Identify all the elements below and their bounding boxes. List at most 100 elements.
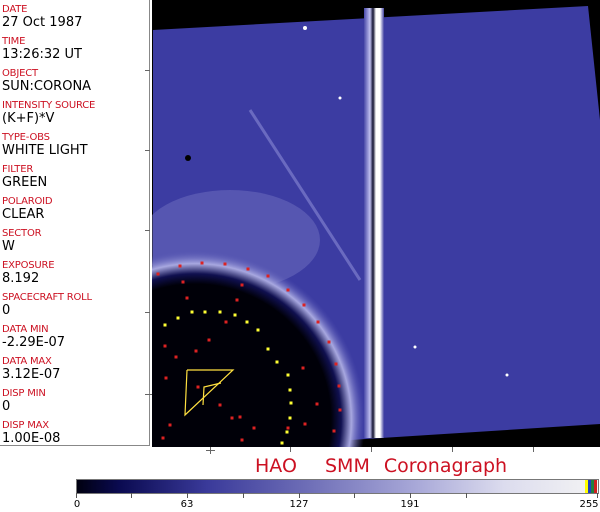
info-field-polaroid: POLAROID CLEAR [2,196,53,222]
colorbar-stripe-blue [588,480,591,493]
axis-tick [206,450,215,451]
marker-dot [230,416,234,420]
colorbar-tick [76,493,77,498]
marker-dot [176,316,180,320]
colorbar-tick [243,493,244,498]
marker-dot [174,355,178,359]
axis-tick [145,394,152,395]
marker-dot [338,408,342,412]
field-label: TYPE-OBS [2,132,50,143]
colorbar-tick [597,493,598,498]
colorbar-stripe-yellow [585,480,588,493]
marker-dot [288,388,292,392]
colorbar-tick [466,493,467,498]
info-field-disp-max: DISP MAX 1.00E-08 [2,420,60,446]
field-value: (K+F)*V [2,111,55,126]
white-star [505,373,509,377]
coronagraph-image [152,0,600,447]
marker-dot [235,298,239,302]
field-label: DATA MIN [2,324,49,335]
marker-dot [332,429,336,433]
field-value: 0 [2,303,11,318]
colorbar-label-127: 127 [289,499,309,510]
field-label: INTENSITY SOURCE [2,100,96,111]
marker-dot [240,438,244,442]
axis-tick [452,447,453,452]
marker-dot [252,426,256,430]
axis-tick [145,312,150,313]
colorbar-label-255: 255 [579,499,599,510]
marker-dot [200,261,204,265]
axis-tick [145,150,150,151]
field-label: EXPOSURE [2,260,55,271]
white-star [303,26,307,30]
marker-dot [286,373,290,377]
colorbar-label-191: 191 [400,499,420,510]
field-value: W [2,239,15,254]
marker-dot [203,310,207,314]
marker-dot [315,402,319,406]
marker-dot [196,385,200,389]
pylon-streak [364,8,384,438]
info-field-object: OBJECT SUN:CORONA [2,68,91,94]
marker-dot [256,328,260,332]
colorbar-tick [354,493,355,498]
marker-dot [245,320,249,324]
field-label: OBJECT [2,68,38,79]
info-field-sector: SECTOR W [2,228,42,254]
marker-dot [286,426,290,430]
field-value: SUN:CORONA [2,79,92,94]
colorbar-tick [131,493,132,498]
info-field-filter: FILTER GREEN [2,164,47,190]
red-markers [156,261,342,442]
field-label: TIME [2,36,26,47]
field-value: -2.29E-07 [2,335,66,350]
field-label: DISP MIN [2,388,46,399]
yellow-markers [163,310,293,445]
marker-dot [302,303,306,307]
yellow-inner-line [202,382,222,406]
instrument-title: HAO SMM Coronagraph [255,455,508,477]
marker-dot [275,360,279,364]
colorbar-tick [299,493,300,498]
marker-dot [286,288,290,292]
marker-dot [280,441,284,445]
marker-dot [303,422,307,426]
info-field-time: TIME 13:26:32 UT [2,36,82,62]
marker-dot [168,423,172,427]
marker-dot [223,262,227,266]
marker-dot [185,296,189,300]
axis-tick [533,447,534,452]
marker-dot [156,272,160,276]
field-value: 13:26:32 UT [2,47,82,62]
marker-dot [289,401,293,405]
colorbar-label-0: 0 [73,499,81,510]
marker-dot [238,415,242,419]
info-field-date: DATE 27 Oct 1987 [2,4,82,30]
info-field-data-min: DATA MIN -2.29E-07 [2,324,65,350]
info-field-type-obs: TYPE-OBS WHITE LIGHT [2,132,88,158]
colorbar-label-63: 63 [180,499,194,510]
marker-dot [288,416,292,420]
colorbar [76,479,599,494]
marker-dot [181,280,185,284]
marker-dot [164,376,168,380]
marker-dot [178,264,182,268]
field-label: SPACECRAFT ROLL [2,292,92,303]
marker-dot [334,362,338,366]
field-value: CLEAR [2,207,45,222]
marker-dot [207,338,211,342]
marker-dot [266,274,270,278]
marker-dot [161,436,165,440]
colorbar-stripe-green [591,480,594,493]
axis-tick [371,447,372,452]
info-field-spacecraft-roll: SPACECRAFT ROLL 0 [2,292,92,318]
field-label: DISP MAX [2,420,49,431]
marker-dot [163,323,167,327]
occulting-disk [152,250,366,447]
field-label: SECTOR [2,228,42,239]
dark-spot [185,155,191,161]
white-star [338,96,342,100]
field-label: POLAROID [2,196,53,207]
marker-dot [266,347,270,351]
